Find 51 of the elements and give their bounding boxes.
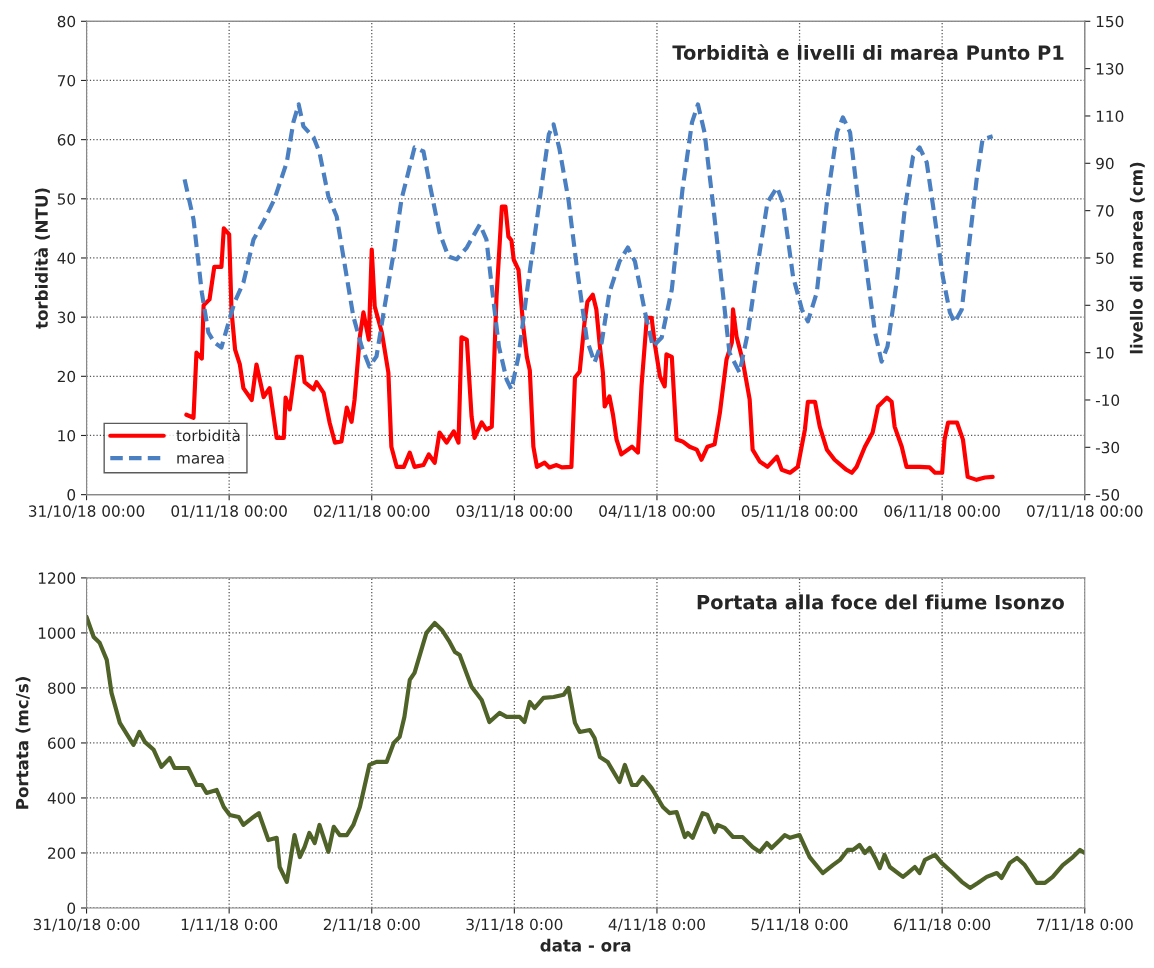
- x-tick-label: 31/10/18 00:00: [28, 505, 145, 519]
- y2-tick-label: 150: [1096, 15, 1124, 28]
- x-tick-label: 01/11/18 00:00: [171, 505, 287, 519]
- y-tick-label: 70: [57, 74, 76, 87]
- x-tick-label: 7/11/18 0:00: [1036, 918, 1133, 932]
- text: Portata alla foce del fiume Isonzo: [697, 594, 1064, 610]
- x-tick-label: 02/11/18 00:00: [314, 505, 430, 519]
- x-tick-label: 07/11/18 00:00: [1027, 505, 1143, 519]
- x-tick-label: 06/11/18 00:00: [884, 505, 1000, 519]
- legend-label: torbidità: [176, 428, 240, 442]
- y-tick-label: 0: [67, 902, 76, 915]
- x-tick-label: 4/11/18 0:00: [608, 918, 705, 932]
- text: Torbidità e livelli di marea Punto P1: [672, 44, 1064, 61]
- y-tick-label: 80: [57, 15, 76, 28]
- x-tick-label: 6/11/18 0:00: [894, 918, 991, 932]
- y2-tick-label: 30: [1096, 299, 1114, 312]
- y2-tick-label: -30: [1095, 441, 1120, 454]
- y2-tick-label: 130: [1096, 63, 1124, 75]
- x-tick-label: 2/11/18 0:00: [323, 918, 420, 932]
- y2-axis-title: livello di marea (cm): [1129, 162, 1145, 354]
- x-tick-label: 1/11/18 0:00: [181, 918, 278, 932]
- y-tick-label: 20: [57, 370, 76, 383]
- y-tick-label: 10: [58, 429, 76, 442]
- y-tick-label: 600: [48, 737, 76, 749]
- y-tick-label: 40: [57, 252, 76, 264]
- y-tick-label: 400: [47, 792, 76, 804]
- y-tick-label: 800: [48, 682, 76, 694]
- y-tick-label: 200: [48, 847, 76, 859]
- y2-tick-label: 90: [1096, 157, 1114, 170]
- x-tick-label: 3/11/18 0:00: [466, 918, 563, 932]
- y2-tick-label: 110: [1096, 110, 1124, 122]
- y-tick-label: 50: [57, 193, 76, 205]
- y2-tick-label: -50: [1095, 489, 1120, 501]
- x-tick-label: 03/11/18 00:00: [456, 505, 573, 519]
- y-tick-label: 0: [67, 489, 76, 501]
- x-tick-label: 05/11/18 00:00: [741, 505, 858, 519]
- y2-tick-label: 70: [1096, 205, 1114, 217]
- x-tick-label: 31/10/18 0:00: [33, 918, 140, 932]
- legend-label: marea: [177, 454, 224, 464]
- x-tick-label: 5/11/18 0:00: [751, 918, 848, 932]
- y-axis-title: Portata (mc/s): [15, 677, 31, 809]
- x-tick-label: 04/11/18 00:00: [599, 505, 715, 519]
- y2-tick-label: 10: [1096, 347, 1114, 359]
- y-axis-title: torbidità (NTU): [34, 188, 50, 329]
- y-tick-label: 60: [57, 134, 76, 146]
- y-tick-label: 1200: [38, 572, 76, 584]
- y2-tick-label: -10: [1095, 394, 1120, 406]
- x-axis-title: data - ora: [540, 938, 631, 952]
- y-tick-label: 30: [57, 311, 76, 324]
- y-tick-label: 1000: [38, 627, 76, 639]
- y2-tick-label: 50: [1096, 252, 1114, 264]
